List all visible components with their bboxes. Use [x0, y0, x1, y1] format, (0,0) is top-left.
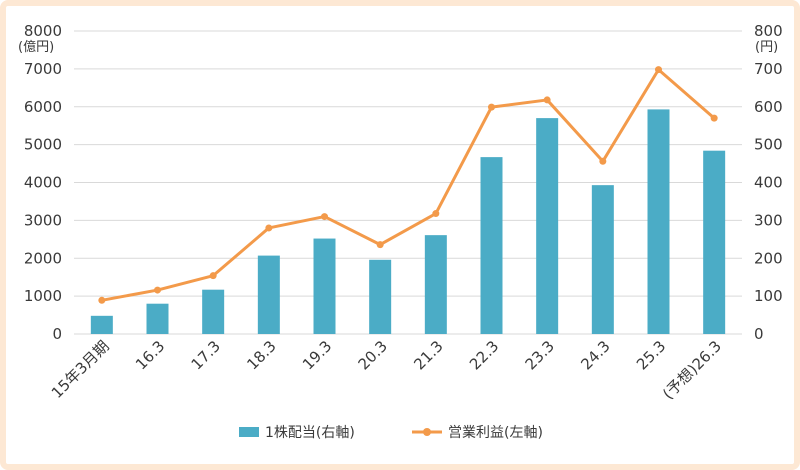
right-axis-tick: 400 [754, 174, 783, 192]
right-axis: 0 100 200 300 400 500 600 700 800 [754, 22, 783, 343]
bar-series [90, 109, 726, 335]
bar [647, 109, 670, 335]
x-tick-label: 18.3 [243, 337, 279, 373]
x-tick-label: 19.3 [299, 337, 335, 373]
legend-bar-swatch [239, 427, 259, 437]
bar [257, 255, 280, 334]
legend-line-label: 営業利益(左軸) [448, 425, 543, 441]
line-point [599, 157, 607, 165]
line-point [154, 286, 161, 294]
line-point [265, 224, 273, 232]
bar [591, 185, 614, 334]
right-axis-tick: 500 [754, 136, 783, 154]
x-tick-label: 15年3月期 [48, 337, 113, 402]
left-axis-tick: 3000 [24, 211, 62, 229]
legend: 1株配当(右軸) 営業利益(左軸) [239, 425, 543, 441]
left-axis-tick: 5000 [24, 136, 62, 154]
line-point [543, 96, 551, 104]
line-series [98, 66, 718, 304]
bar [424, 235, 447, 334]
legend-bar-label: 1株配当(右軸) [265, 425, 355, 441]
bar [146, 303, 169, 334]
line-point [376, 241, 384, 249]
line-point [488, 103, 495, 111]
right-axis-tick: 100 [754, 287, 783, 305]
bar [703, 150, 726, 334]
bar [480, 157, 503, 334]
bar [90, 315, 113, 334]
left-axis-tick: 8000 [24, 22, 62, 40]
x-tick-label: 24.3 [577, 337, 613, 373]
right-axis-tick: 200 [754, 249, 783, 267]
right-axis-tick: 600 [754, 98, 783, 116]
right-axis-tick: 300 [754, 211, 783, 229]
right-axis-tick: 800 [754, 22, 783, 40]
x-tick-label: 22.3 [466, 337, 502, 373]
x-tick-label: 16.3 [132, 337, 168, 373]
x-tick-label: 25.3 [633, 337, 669, 373]
left-axis-tick: 0 [52, 325, 62, 343]
bar [313, 238, 336, 334]
left-axis-tick: 1000 [24, 287, 62, 305]
gridlines [74, 30, 742, 335]
x-tick-label: 20.3 [355, 337, 391, 373]
line-point [209, 272, 217, 280]
right-axis-tick: 0 [754, 325, 764, 343]
line-point [710, 114, 718, 122]
bar [536, 118, 559, 334]
x-axis-categories: 15年3月期 16.3 17.3 18.3 19.3 20.3 21.3 22.3 23.3 24… [48, 337, 725, 403]
line-point [98, 296, 106, 304]
x-tick-label: 17.3 [188, 337, 224, 373]
right-axis-tick: 700 [754, 60, 783, 78]
left-axis-tick: 4000 [24, 174, 62, 192]
operating-profit-line [101, 68, 716, 302]
legend-line-marker [423, 428, 431, 436]
left-axis-tick: 2000 [24, 249, 62, 267]
left-axis-tick: 7000 [24, 60, 62, 78]
bar [202, 289, 225, 334]
line-point [432, 210, 440, 218]
left-axis: 0 1000 2000 3000 4000 5000 6000 7000 8000 [24, 22, 62, 343]
x-tick-label: 21.3 [410, 337, 446, 373]
line-point [655, 66, 662, 74]
x-tick-label: (予想)26.3 [659, 337, 725, 403]
right-axis-unit: (円) [755, 40, 778, 55]
line-point [321, 213, 328, 221]
bar [369, 259, 392, 334]
left-axis-tick: 6000 [24, 98, 62, 116]
left-axis-unit: (億円) [18, 39, 54, 55]
x-tick-label: 23.3 [522, 337, 558, 373]
